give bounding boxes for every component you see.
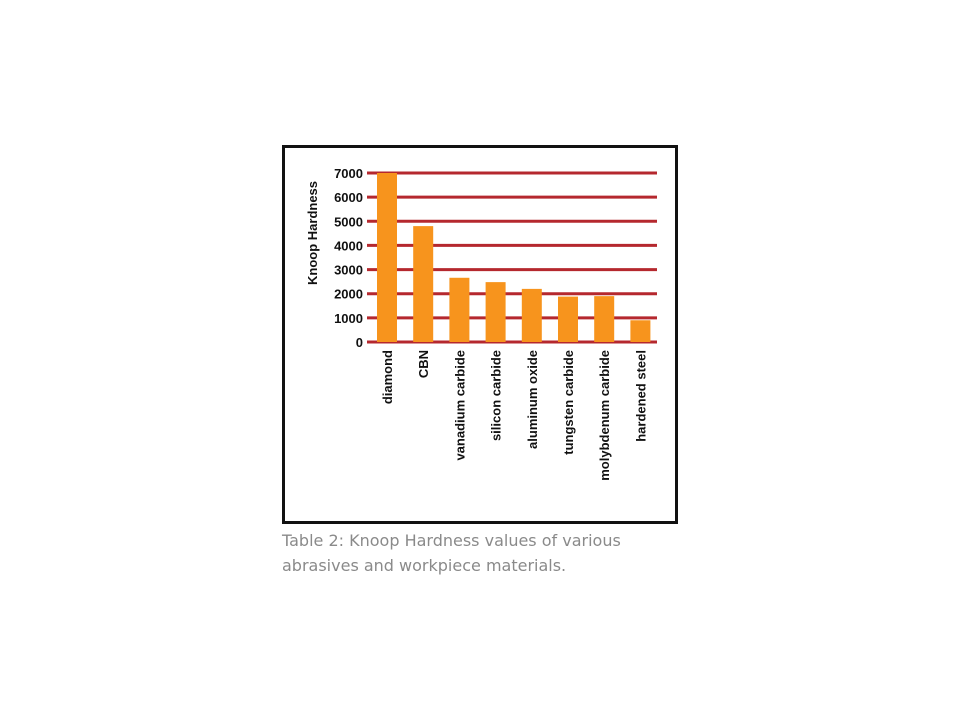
y-axis-label: Knoop Hardness [305,181,320,285]
bar-tungsten-carbide [558,296,578,342]
x-tick-label: hardened steel [633,350,648,442]
y-tick-label: 4000 [334,238,363,253]
y-tick-label: 0 [356,335,363,350]
bar-vanadium-carbide [449,277,470,342]
x-tick-label: silicon carbide [489,350,504,441]
bar-CBN [413,226,434,342]
x-tick-label: tungsten carbide [561,350,576,455]
x-tick-label: CBN [416,350,431,378]
bar-chart: 0 1000 2000 3000 4000 5000 6000 7000 diamond CBN… [305,166,657,481]
x-tick-label: vanadium carbide [452,350,467,461]
bar-diamond [377,173,397,342]
y-tick-label: 7000 [334,166,363,181]
x-tick-label: diamond [380,350,395,404]
chart-frame: 0 1000 2000 3000 4000 5000 6000 7000 diamond CBN… [282,145,678,524]
x-tick-label: aluminum oxide [525,350,540,449]
y-tick-label: 1000 [334,311,363,326]
y-tick-label: 6000 [334,190,363,205]
bar-hardened-steel [630,320,651,342]
y-tick-label: 5000 [334,214,363,229]
y-tick-label: 3000 [334,263,363,278]
x-tick-label: molybdenum carbide [597,350,612,481]
bar-molybdenum-carbide [594,296,615,342]
y-tick-label: 2000 [334,287,363,302]
bar-silicon-carbide [485,282,506,342]
table-caption: Table 2: Knoop Hardness values of variou… [282,531,621,575]
bar-aluminum-oxide [521,288,542,342]
